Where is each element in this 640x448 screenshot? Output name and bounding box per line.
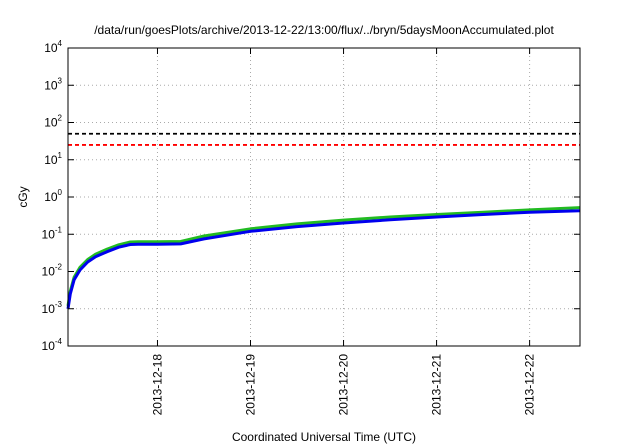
series-line [66, 209, 581, 310]
y-tick-label: 100 [44, 188, 62, 204]
y-tick-label: 101 [44, 151, 62, 167]
y-tick-label: 102 [44, 114, 62, 130]
x-tick-label: 2013-12-19 [244, 354, 258, 416]
x-axis-ticks: 2013-12-18 2013-12-19 2013-12-20 2013-12-21… [150, 48, 537, 416]
y-tick-label: 10-3 [42, 300, 63, 316]
grid-lines [68, 48, 580, 346]
series-line [66, 206, 581, 307]
chart-title: /data/run/goesPlots/archive/2013-12-22/1… [94, 23, 554, 37]
x-tick-label: 2013-12-20 [337, 354, 351, 416]
x-tick-label: 2013-12-18 [150, 354, 164, 416]
x-axis-label: Coordinated Universal Time (UTC) [232, 430, 416, 444]
reference-lines [68, 132, 580, 146]
x-tick-label: 2013-12-21 [430, 354, 444, 416]
y-tick-label: 10-2 [42, 263, 63, 279]
series-group [66, 206, 581, 310]
y-axis-ticks: 10-4 10-3 10-2 10-1 100 101 102 103 104 [42, 39, 580, 353]
y-tick-label: 104 [44, 39, 62, 55]
y-tick-label: 10-4 [42, 337, 63, 353]
x-tick-label: 2013-12-22 [523, 354, 537, 416]
y-axis-label: cGy [16, 186, 30, 207]
y-tick-label: 10-1 [42, 225, 63, 241]
y-tick-label: 103 [44, 76, 62, 92]
